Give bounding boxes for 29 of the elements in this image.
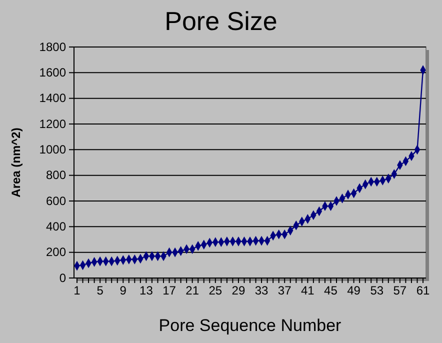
y-tick-label: 600 [46,194,66,208]
x-tick-label: 33 [254,284,269,298]
x-tick-label: 61 [416,284,430,298]
x-tick-label: 5 [96,284,104,298]
y-tick-label: 800 [46,168,66,182]
y-tick-label: 200 [46,245,66,260]
x-tick-label: 17 [162,284,176,298]
y-axis-title: Area (nm^2) [9,128,23,198]
x-tick-label: 29 [232,284,246,298]
x-tick-label: 49 [347,284,361,298]
y-tick-label: 1200 [39,116,66,131]
x-tick-label: 45 [324,284,338,298]
y-tick-label: 400 [46,220,66,234]
y-tick-label: 1000 [39,142,66,157]
y-tick-label: 1600 [39,66,66,80]
x-axis-title: Pore Sequence Number [158,316,342,335]
y-tick-label: 1400 [39,91,66,106]
x-tick-label: 25 [208,284,222,298]
chart-title: Pore Size [164,6,278,36]
y-tick-label: 1800 [39,40,66,54]
x-tick-label: 21 [186,284,200,298]
x-tick-label: 1 [74,284,81,298]
x-tick-label: 9 [120,284,127,298]
x-tick-label: 41 [300,284,315,298]
x-tick-label: 57 [393,284,407,298]
y-tick-label: 0 [59,270,66,285]
x-tick-label: 37 [278,284,292,298]
x-tick-label: 13 [140,284,154,298]
x-tick-label: 53 [370,284,384,298]
